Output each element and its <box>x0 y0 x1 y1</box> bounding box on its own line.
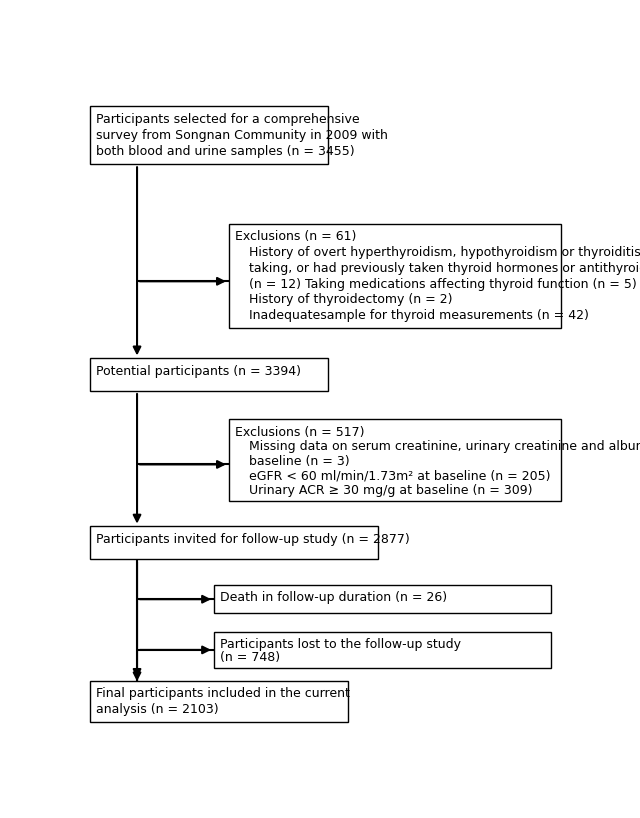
Text: Missing data on serum creatinine, urinary creatinine and albumin at: Missing data on serum creatinine, urinar… <box>248 440 640 453</box>
FancyBboxPatch shape <box>90 681 348 721</box>
Text: Potential participants (n = 3394): Potential participants (n = 3394) <box>96 365 301 378</box>
FancyBboxPatch shape <box>214 631 551 668</box>
Text: both blood and urine samples (n = 3455): both blood and urine samples (n = 3455) <box>96 145 355 158</box>
Text: (n = 12) Taking medications affecting thyroid function (n = 5): (n = 12) Taking medications affecting th… <box>248 277 636 290</box>
Text: analysis (n = 2103): analysis (n = 2103) <box>96 703 218 716</box>
Text: Participants selected for a comprehensive: Participants selected for a comprehensiv… <box>96 113 360 126</box>
Text: Final participants included in the current: Final participants included in the curre… <box>96 687 349 700</box>
Text: taking, or had previously taken thyroid hormones or antithyroid drugs: taking, or had previously taken thyroid … <box>248 262 640 275</box>
FancyBboxPatch shape <box>229 224 561 328</box>
Text: Participants invited for follow-up study (n = 2877): Participants invited for follow-up study… <box>96 533 410 546</box>
FancyBboxPatch shape <box>90 106 328 164</box>
FancyBboxPatch shape <box>90 358 328 391</box>
Text: Exclusions (n = 517): Exclusions (n = 517) <box>235 425 364 438</box>
FancyBboxPatch shape <box>90 527 378 560</box>
Text: Death in follow-up duration (n = 26): Death in follow-up duration (n = 26) <box>220 591 447 605</box>
Text: (n = 748): (n = 748) <box>220 651 280 664</box>
Text: History of overt hyperthyroidism, hypothyroidism or thyroiditis and: History of overt hyperthyroidism, hypoth… <box>248 246 640 259</box>
Text: Inadequatesample for thyroid measurements (n = 42): Inadequatesample for thyroid measurement… <box>248 309 589 322</box>
FancyBboxPatch shape <box>229 420 561 501</box>
Text: survey from Songnan Community in 2009 with: survey from Songnan Community in 2009 wi… <box>96 128 388 142</box>
Text: Exclusions (n = 61): Exclusions (n = 61) <box>235 231 356 244</box>
Text: History of thyroidectomy (n = 2): History of thyroidectomy (n = 2) <box>248 294 452 307</box>
Text: Participants lost to the follow-up study: Participants lost to the follow-up study <box>220 638 461 651</box>
FancyBboxPatch shape <box>214 585 551 614</box>
Text: Urinary ACR ≥ 30 mg/g at baseline (n = 309): Urinary ACR ≥ 30 mg/g at baseline (n = 3… <box>248 483 532 497</box>
Text: baseline (n = 3): baseline (n = 3) <box>248 455 349 468</box>
Text: eGFR < 60 ml/min/1.73m² at baseline (n = 205): eGFR < 60 ml/min/1.73m² at baseline (n =… <box>248 470 550 482</box>
